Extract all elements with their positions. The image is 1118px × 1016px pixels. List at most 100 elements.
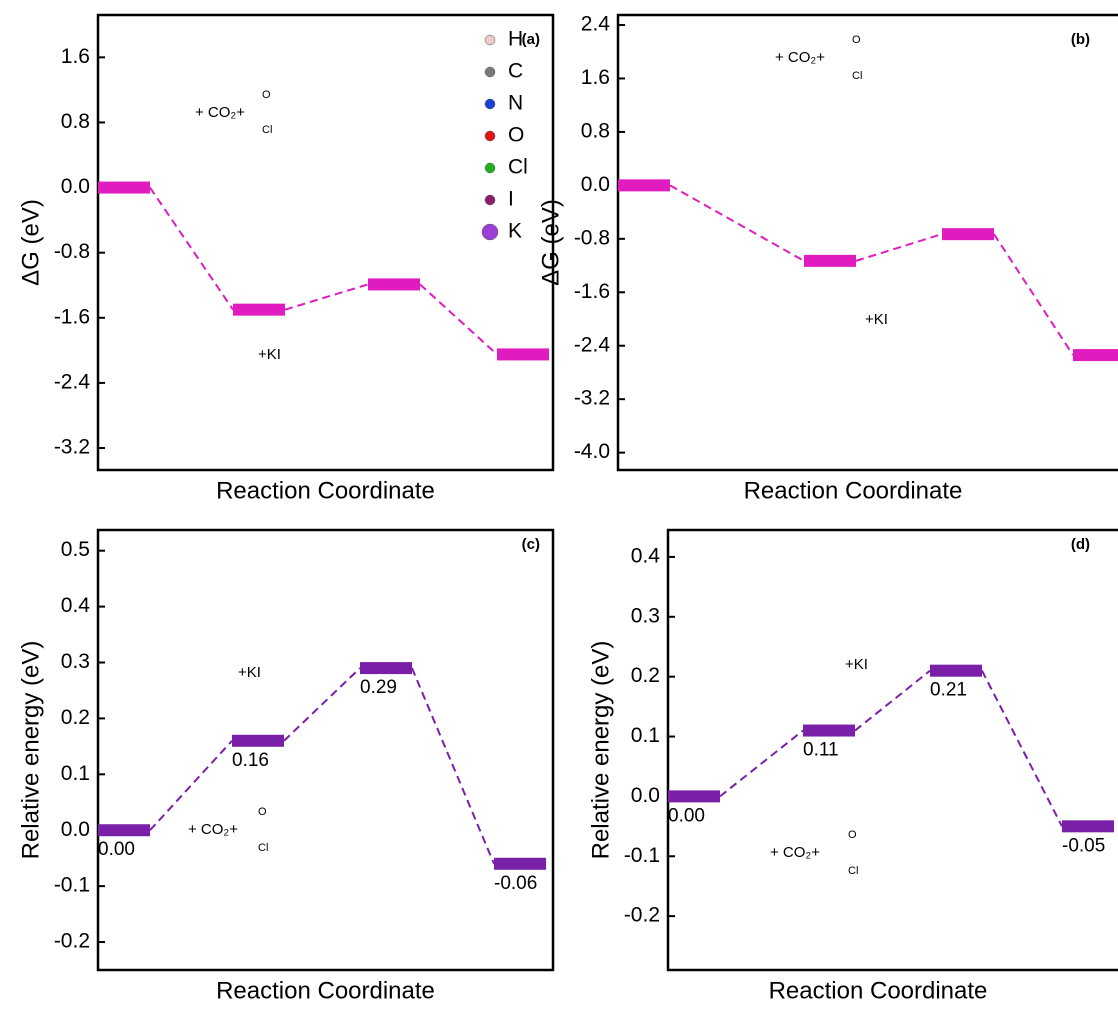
connector <box>149 186 234 311</box>
energy-level <box>98 824 150 837</box>
legend-swatch <box>484 162 496 174</box>
energy-level <box>360 662 412 675</box>
legend-label: I <box>508 188 514 211</box>
y-tick-label: -0.2 <box>624 904 660 927</box>
annotation: O <box>848 829 857 841</box>
energy-level <box>233 303 285 316</box>
annotation: +KI <box>865 311 888 328</box>
x-axis-label: Reaction Coordinate <box>769 977 988 1004</box>
energy-level <box>368 278 420 291</box>
y-axis-label: ΔG (eV) <box>537 199 564 286</box>
energy-level <box>98 181 150 194</box>
connector <box>411 667 495 865</box>
annotation: Cl <box>848 865 858 877</box>
legend-swatch <box>481 223 499 241</box>
legend-label: C <box>508 60 523 83</box>
y-tick-label: 0.0 <box>61 175 90 198</box>
legend-swatch <box>484 34 496 46</box>
energy-level <box>497 348 549 361</box>
y-tick-label: -3.2 <box>54 436 90 459</box>
y-tick-label: 0.0 <box>61 818 90 841</box>
connector <box>284 283 369 311</box>
connector <box>854 669 931 732</box>
energy-level <box>942 228 994 241</box>
annotation: + CO₂+ <box>188 821 238 838</box>
connector <box>719 729 804 798</box>
energy-level <box>1062 820 1114 833</box>
value-label: 0.29 <box>360 677 397 698</box>
panel-label: (a) <box>522 31 540 48</box>
y-tick-label: 0.3 <box>61 650 90 673</box>
y-tick-label: -1.6 <box>54 305 90 328</box>
y-tick-label: -1.6 <box>574 280 610 303</box>
y-tick-label: 0.2 <box>61 706 90 729</box>
energy-level <box>668 790 720 803</box>
value-label: 0.16 <box>232 750 269 771</box>
x-axis-label: Reaction Coordinate <box>744 477 963 504</box>
value-label: -0.05 <box>1062 835 1105 856</box>
annotation: + CO₂+ <box>195 104 245 121</box>
y-tick-label: 0.5 <box>61 538 90 561</box>
y-tick-label: 1.6 <box>61 45 90 68</box>
legend-swatch <box>484 66 496 78</box>
annotation: +KI <box>258 346 281 363</box>
plot-frame <box>96 13 555 472</box>
value-label: 0.21 <box>930 680 967 701</box>
legend-swatch <box>484 194 496 206</box>
y-tick-label: -0.1 <box>54 874 90 897</box>
annotation: O <box>852 34 861 46</box>
energy-level <box>494 857 546 870</box>
y-tick-label: 1.6 <box>581 66 610 89</box>
y-tick-label: 0.3 <box>631 604 660 627</box>
annotation: O <box>262 89 271 101</box>
y-tick-label: -0.8 <box>574 226 610 249</box>
y-tick-label: -0.8 <box>54 240 90 263</box>
annotation: Cl <box>852 70 862 82</box>
connector <box>283 667 361 742</box>
annotation: + CO₂+ <box>770 844 820 861</box>
y-tick-label: 0.2 <box>631 664 660 687</box>
y-tick-label: 0.0 <box>581 173 610 196</box>
y-tick-label: -4.0 <box>574 440 610 463</box>
legend-label: O <box>508 124 524 147</box>
panel-label: (b) <box>1071 31 1090 48</box>
annotation: +KI <box>845 656 868 673</box>
plot-frame <box>616 13 1118 472</box>
y-tick-label: 0.0 <box>631 784 660 807</box>
x-axis-label: Reaction Coordinate <box>216 477 435 504</box>
y-tick-label: 0.4 <box>631 544 661 567</box>
value-label: 0.11 <box>803 740 839 761</box>
legend-swatch <box>484 130 496 142</box>
connector <box>669 184 805 262</box>
energy-level <box>804 254 856 267</box>
y-tick-label: -0.1 <box>624 844 660 867</box>
annotation: +KI <box>238 664 261 681</box>
y-axis-label: Relative energy (eV) <box>17 641 44 860</box>
y-axis-label: Relative energy (eV) <box>587 641 614 860</box>
energy-level <box>1073 349 1118 362</box>
y-tick-label: -2.4 <box>574 333 611 356</box>
y-tick-label: 2.4 <box>581 13 611 36</box>
annotation: Cl <box>258 842 268 854</box>
y-tick-label: 0.1 <box>631 724 660 747</box>
value-label: -0.06 <box>494 873 537 894</box>
y-tick-label: -2.4 <box>54 370 91 393</box>
y-tick-label: 0.8 <box>581 119 610 142</box>
y-tick-label: 0.1 <box>61 762 90 785</box>
energy-level <box>803 724 855 737</box>
value-label: 0.00 <box>98 839 135 860</box>
connector <box>993 233 1074 356</box>
plot-frame <box>96 528 555 972</box>
legend-label: K <box>508 220 522 243</box>
y-tick-label: 0.8 <box>61 110 90 133</box>
y-tick-label: 0.4 <box>61 594 91 617</box>
energy-level <box>930 664 982 677</box>
y-axis-label: ΔG (eV) <box>17 199 44 286</box>
annotation: O <box>258 806 267 818</box>
legend-swatch <box>484 98 496 110</box>
legend-label: H <box>508 28 523 51</box>
legend-label: Cl <box>508 156 528 179</box>
annotation: + CO₂+ <box>775 49 825 66</box>
